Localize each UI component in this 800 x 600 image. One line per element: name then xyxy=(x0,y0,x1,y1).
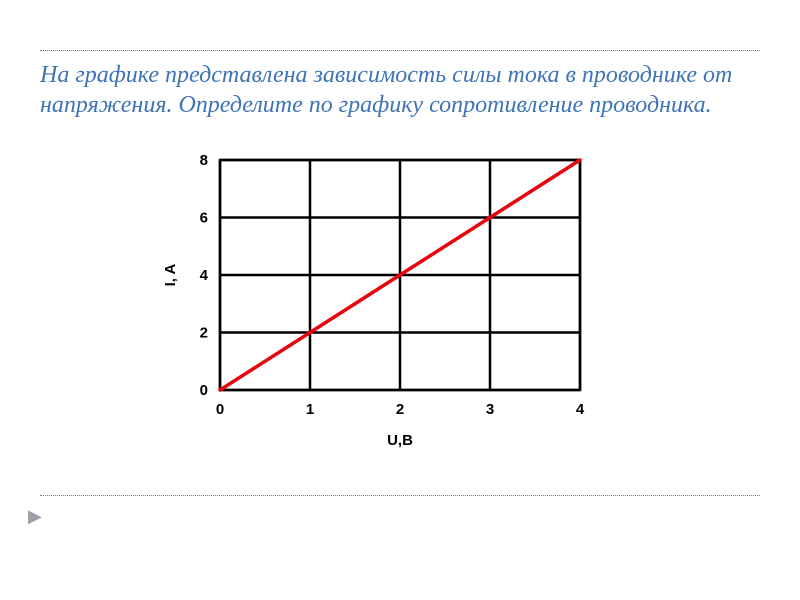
chart-container: 0 1 2 3 4 0 2 4 6 8 U,В I, A xyxy=(155,150,610,460)
y-tick-label: 0 xyxy=(200,382,208,399)
x-tick-label: 4 xyxy=(576,401,585,418)
y-tick-label: 8 xyxy=(200,152,208,169)
y-tick-label: 6 xyxy=(200,210,208,227)
divider-top xyxy=(40,50,760,51)
x-tick-label: 2 xyxy=(396,401,404,418)
y-tick-label: 2 xyxy=(200,325,208,342)
bullet-icon: ▶ xyxy=(28,506,42,527)
y-axis-title: I, A xyxy=(162,263,179,286)
y-tick-label: 4 xyxy=(200,267,209,284)
divider-bottom xyxy=(40,495,760,496)
x-axis-title: U,В xyxy=(387,432,413,449)
problem-title: На графике представлена зависимость силы… xyxy=(40,60,760,120)
x-tick-label: 0 xyxy=(216,401,224,418)
page: { "title": { "text": "На графике предста… xyxy=(0,0,800,600)
x-tick-label: 3 xyxy=(486,401,494,418)
chart-svg: 0 1 2 3 4 0 2 4 6 8 U,В I, A xyxy=(155,150,610,460)
x-tick-label: 1 xyxy=(306,401,314,418)
